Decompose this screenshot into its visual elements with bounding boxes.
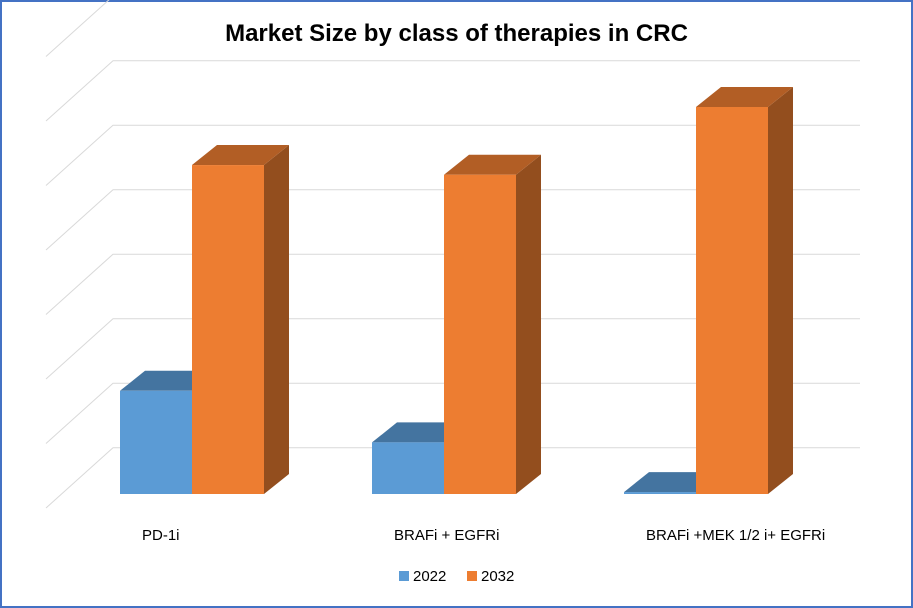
gridline [45, 124, 860, 186]
bar-top [696, 87, 793, 107]
gridlines [45, 0, 860, 509]
bar [444, 174, 516, 494]
bar-side [264, 145, 289, 495]
bar-side [768, 87, 793, 494]
gridline [45, 318, 860, 380]
gridline [45, 382, 860, 444]
gridline [45, 0, 110, 57]
bar [372, 442, 444, 494]
gridline [45, 189, 860, 251]
category-label: PD-1i [142, 527, 180, 544]
category-label: BRAFi + EGFRi [394, 527, 499, 544]
gridline [45, 253, 860, 315]
legend-swatch [399, 571, 409, 581]
bar-top [192, 145, 289, 166]
bar [192, 165, 264, 495]
bar [624, 492, 696, 494]
legend-swatch [467, 571, 477, 581]
gridline [45, 60, 860, 122]
chart-title: Market Size by class of therapies in CRC [225, 20, 688, 47]
category-label: BRAFi +MEK 1/2 i+ EGFRi [646, 527, 825, 544]
bar [120, 390, 192, 494]
category-labels: PD-1i BRAFi + EGFRi BRAFi +MEK 1/2 i+ EGFR… [142, 527, 825, 544]
legend-label: 2022 [413, 568, 446, 585]
legend-label: 2032 [481, 568, 514, 585]
bar [696, 107, 768, 494]
gridline [45, 447, 860, 509]
legend: 2022 2032 [399, 568, 514, 585]
bars [120, 87, 793, 495]
bar-side [516, 154, 541, 494]
bar-top [444, 154, 541, 175]
